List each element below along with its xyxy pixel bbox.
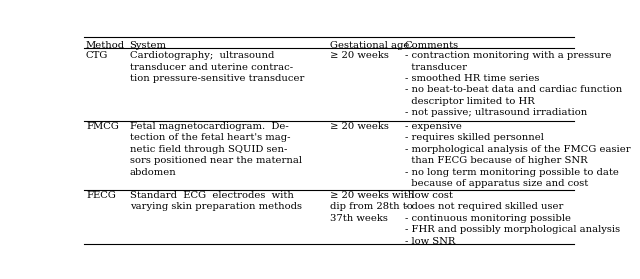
- Text: ≥ 20 weeks: ≥ 20 weeks: [330, 122, 389, 131]
- Text: Gestational age: Gestational age: [330, 41, 410, 50]
- Text: ≥ 20 weeks: ≥ 20 weeks: [330, 51, 389, 60]
- Text: - expensive
- requires skilled personnel
- morphological analysis of the FMCG ea: - expensive - requires skilled personnel…: [405, 122, 630, 188]
- Text: - contraction monitoring with a pressure
  transducer
- smoothed HR time series
: - contraction monitoring with a pressure…: [405, 51, 622, 117]
- Text: ≥ 20 weeks with
dip from 28th to
37th weeks: ≥ 20 weeks with dip from 28th to 37th we…: [330, 191, 415, 223]
- Text: System: System: [129, 41, 166, 50]
- Text: Fetal magnetocardiogram.  De-
tection of the fetal heart's mag-
netic field thro: Fetal magnetocardiogram. De- tection of …: [129, 122, 301, 177]
- Text: CTG: CTG: [86, 51, 108, 60]
- Text: Comments: Comments: [405, 41, 459, 50]
- Text: FMCG: FMCG: [86, 122, 119, 131]
- Text: Method: Method: [86, 41, 125, 50]
- Text: Standard  ECG  electrodes  with
varying skin preparation methods: Standard ECG electrodes with varying ski…: [129, 191, 301, 211]
- Text: Cardiotography;  ultrasound
transducer and uterine contrac-
tion pressure-sensit: Cardiotography; ultrasound transducer an…: [129, 51, 304, 83]
- Text: - low cost
- does not required skilled user
- continuous monitoring possible
- F: - low cost - does not required skilled u…: [405, 191, 620, 246]
- Text: FECG: FECG: [86, 191, 116, 200]
